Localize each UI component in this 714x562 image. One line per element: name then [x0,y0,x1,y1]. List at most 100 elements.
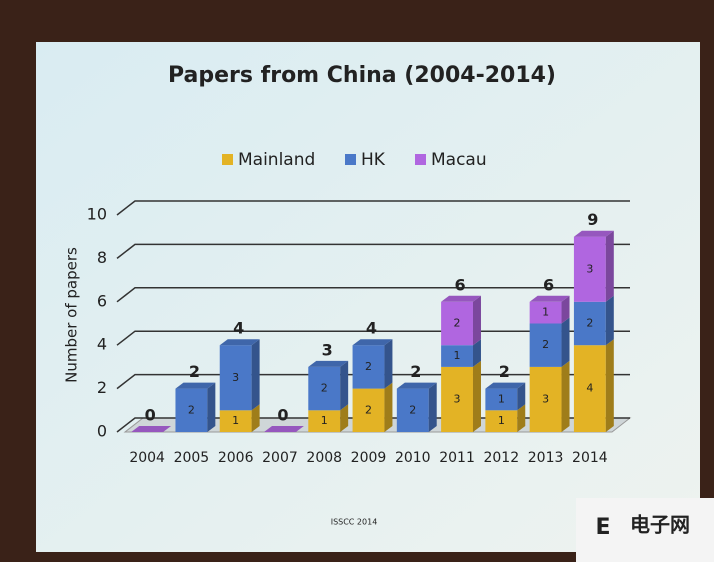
bar-side [207,382,216,432]
bar-side [517,382,526,411]
bar-side [517,404,526,432]
y-tick-label: 6 [97,291,107,310]
x-tick-label: 2006 [218,450,254,466]
bar-side [605,230,614,302]
x-tick-label: 2005 [174,450,210,466]
x-tick-label: 2013 [528,450,564,466]
bar-top [264,426,304,432]
total-label: 2 [189,362,200,381]
watermark-text: 电子网 [630,513,690,537]
bar-side [384,382,393,432]
bar-segment [352,388,385,432]
x-tick-label: 2009 [351,450,387,466]
bar-segment [352,345,385,389]
y-tick-label: 8 [97,248,107,267]
segment-label: 2 [321,382,328,395]
segment-label: 2 [586,317,593,330]
bar-segment [485,410,518,432]
bar-side [428,382,437,432]
segment-label: 2 [365,403,372,416]
chart-title: Papers from China (2004-2014) [168,63,556,88]
bar-side [605,339,614,432]
total-label: 2 [499,362,510,381]
legend-swatch [415,154,426,165]
bar-segment [441,366,473,432]
y-axis-label: Number of papers [63,247,81,383]
legend-swatch [345,154,356,165]
bar-side [472,295,481,346]
bar-segment [573,345,606,432]
segment-label: 1 [321,414,328,427]
grid-line [116,200,630,216]
segment-label: 1 [542,306,549,319]
bar-side [472,339,481,367]
x-tick-label: 2011 [439,450,475,466]
x-tick-label: 2012 [483,450,519,466]
bar-segment [573,236,606,302]
bar-segment [308,366,341,411]
segment-label: 1 [454,349,461,362]
y-tick-label: 4 [97,335,107,354]
segment-label: 2 [409,403,416,416]
bar-side [251,404,260,432]
x-tick-label: 2004 [129,450,165,466]
bar-segment [308,410,341,432]
total-label: 4 [233,319,244,338]
y-tick-label: 2 [97,378,107,397]
bar-segment [529,323,562,367]
bar-side [340,404,349,432]
watermark-box [576,498,714,562]
bar-side [251,339,260,411]
bar-top [131,426,172,432]
bar-side [561,295,570,324]
x-tick-label: 2007 [262,450,298,466]
footer: ISSCC 2014 [331,518,378,527]
total-label: 0 [145,406,156,425]
x-tick-label: 2014 [572,450,608,466]
segment-label: 3 [232,371,239,384]
segment-label: 1 [498,392,505,405]
y-tick-label: 10 [87,205,107,224]
bar-segment [529,366,562,432]
segment-label: 2 [365,360,372,373]
total-label: 3 [322,340,333,359]
bar-side [472,360,481,432]
legend-swatch [222,154,233,165]
segment-label: 4 [586,382,593,395]
bar-segment [175,388,208,432]
total-label: 0 [277,406,288,425]
segment-label: 2 [188,403,195,416]
bar-top [529,295,570,302]
x-tick-label: 2010 [395,450,431,466]
bar-segment [441,345,473,367]
bar-segment [529,301,562,324]
bar-side [561,360,570,432]
bar-top [441,295,481,302]
segment-label: 3 [542,392,549,405]
segment-label: 3 [454,392,461,405]
x-tick-label: 2008 [306,450,342,466]
bar-side [384,339,393,389]
bar-segment [219,410,252,432]
bar-segment [573,301,606,346]
segment-label: 1 [498,414,505,427]
bar-top [396,382,437,389]
segment-label: 2 [454,317,461,330]
legend-label: Macau [431,150,487,170]
bar-top [485,382,526,389]
bar-top [175,382,216,389]
bar-segment [219,345,252,411]
segment-label: 2 [542,338,549,351]
total-label: 6 [543,275,554,294]
bar-side [340,360,349,411]
bar-top [352,339,393,346]
legend-label: Mainland [238,150,315,170]
bar-side [605,295,614,346]
bar-top [219,339,260,346]
total-label: 9 [587,210,598,229]
grid-line [116,243,630,259]
segment-label: 3 [586,262,593,275]
total-label: 2 [410,362,421,381]
